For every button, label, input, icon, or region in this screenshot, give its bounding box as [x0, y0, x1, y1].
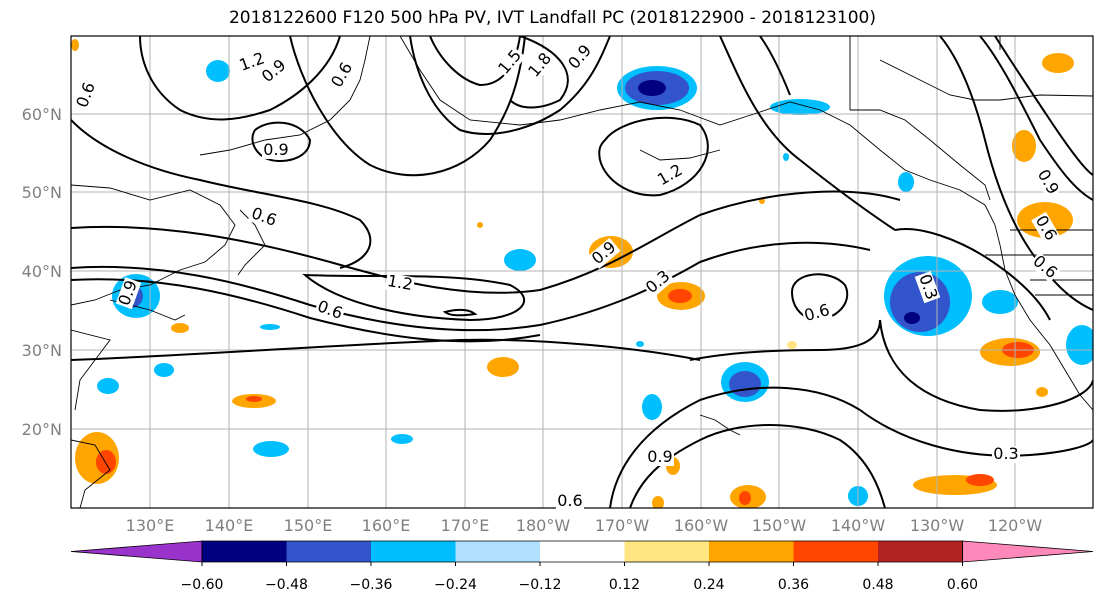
lon-label: 130°E [126, 516, 175, 535]
lon-label: 170°W [595, 516, 650, 535]
lat-label-group: 60°N 50°N 40°N 30°N 20°N [22, 105, 62, 439]
contour-label-bg [914, 271, 941, 304]
colorbar-extend-max [962, 540, 1094, 563]
lon-label: 160°E [362, 516, 411, 535]
contour-label-bg [262, 142, 290, 159]
pv-anomaly-shading [71, 39, 1093, 508]
contour-label: 0.9 [647, 447, 672, 466]
lon-label: 160°W [674, 516, 729, 535]
pv-contours [71, 36, 1093, 508]
contour-label-bg [115, 277, 142, 310]
contour-label-bg [564, 41, 596, 74]
lon-label: 150°W [752, 516, 807, 535]
colorbar-segment [709, 541, 794, 562]
colorbar-segment [286, 541, 371, 562]
lat-label: 20°N [22, 420, 62, 439]
lat-label: 50°N [22, 183, 62, 202]
contour-label-bg [524, 49, 556, 82]
contour-label: 0.6 [557, 491, 582, 510]
colorbar-tick-label: 0.48 [862, 577, 893, 593]
coastlines [71, 36, 1093, 508]
colorbar-segment [202, 541, 287, 562]
colorbar-tick-label: −0.12 [519, 577, 562, 593]
map-title: 2018122600 F120 500 hPa PV, IVT Landfall… [228, 8, 876, 28]
contour-label-bg [642, 266, 675, 298]
contour-label-bg [588, 237, 621, 269]
colorbar-segment [624, 541, 709, 562]
colorbar-segment [878, 541, 963, 562]
colorbar-tick-label: 0.60 [947, 577, 978, 593]
colorbar-tick-label: −0.48 [265, 577, 308, 593]
contour-label-bg [556, 493, 584, 510]
colorbar-tick-label: −0.24 [434, 577, 477, 593]
graticule [71, 36, 1093, 508]
colorbar-extend-min [70, 540, 203, 563]
contour-label-bg [1031, 211, 1060, 245]
colorbar-tick-label: −0.36 [350, 577, 393, 593]
lat-label: 60°N [22, 105, 62, 124]
contour-label-bg [328, 58, 357, 92]
lon-label: 150°E [284, 516, 333, 535]
lon-label: 140°W [831, 516, 886, 535]
lon-label: 170°E [441, 516, 490, 535]
lon-label: 180°W [516, 516, 571, 535]
contour-label-bg [646, 449, 674, 466]
lon-label: 130°W [910, 516, 965, 535]
contour-label-bg [247, 204, 280, 231]
lon-label: 140°E [205, 516, 254, 535]
colorbar-segment [793, 541, 878, 562]
colorbar-tick-label: −0.60 [181, 577, 224, 593]
contour-label-bg [384, 272, 416, 295]
lat-label: 30°N [22, 341, 62, 360]
contour-label-bg [992, 446, 1020, 463]
colorbar-segment [455, 541, 540, 562]
colorbar-tick-label: 0.24 [693, 577, 724, 593]
colorbar-tick-label: 0.12 [609, 577, 640, 593]
contour-label: 0.3 [993, 444, 1018, 463]
contour-label-bg [73, 79, 100, 112]
lon-label: 120°W [988, 516, 1043, 535]
colorbar-segment [540, 541, 625, 562]
colorbar-tick-label: 0.36 [778, 577, 809, 593]
contour-label-bg [653, 161, 687, 190]
contour-label-group: 0.61.20.9 0.6 1.5 1.8 0.90.91.20.60.91.20.60… [72, 41, 1063, 510]
colorbar: −0.60 −0.48 −0.36 −0.24 −0.12 0.12 0.24 0.36 0.4… [70, 540, 1094, 593]
lon-label-group: 130°E 140°E 150°E 160°E 170°E 180°W 170°W 160°W… [126, 516, 1043, 535]
contour-label-bg [258, 55, 291, 87]
contour-label-bg [1033, 165, 1062, 199]
contour-label-bg [236, 49, 269, 76]
contour-label-bg [313, 297, 346, 324]
contour-label-bg [494, 46, 526, 79]
contour-label-bg [801, 301, 833, 326]
contour-label-bg [1028, 251, 1061, 283]
contour-label: 1.2 [386, 271, 414, 294]
colorbar-segment [371, 541, 456, 562]
contour-label: 0.9 [263, 140, 288, 159]
lat-label: 40°N [22, 262, 62, 281]
